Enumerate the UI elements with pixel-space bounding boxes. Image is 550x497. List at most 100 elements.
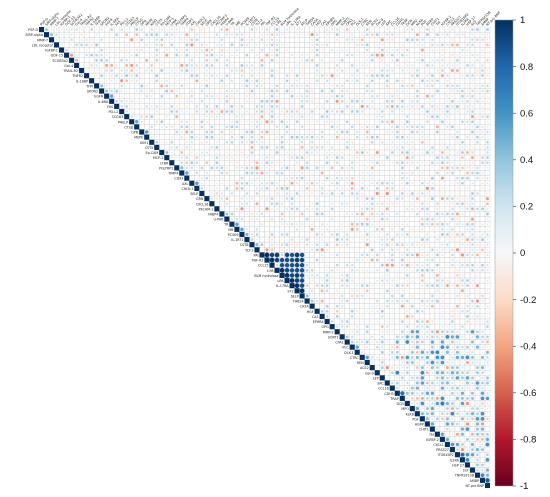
correlation-circle (326, 28, 329, 31)
grid-cell (359, 262, 365, 268)
grid-cell (389, 267, 395, 274)
correlation-circle (310, 33, 314, 37)
correlation-circle (401, 44, 404, 46)
correlation-circle (240, 74, 244, 77)
correlation-circle (291, 49, 293, 51)
grid-cell (209, 119, 215, 125)
correlation-circle (251, 44, 253, 46)
correlation-circle (200, 64, 203, 67)
grid-cell (359, 241, 365, 248)
correlation-circle (281, 54, 283, 56)
correlation-circle (95, 39, 98, 41)
correlation-circle (201, 39, 203, 41)
correlation-circle (141, 44, 143, 46)
correlation-circle (251, 54, 253, 56)
correlation-circle (195, 38, 199, 42)
correlation-circle (451, 59, 454, 62)
correlation-circle (315, 53, 319, 57)
correlation-circle (135, 79, 138, 82)
correlation-circle (135, 85, 138, 87)
correlation-circle (195, 64, 199, 67)
grid-cell (394, 170, 400, 176)
correlation-circle (446, 69, 448, 72)
correlation-circle (95, 64, 98, 67)
correlation-circle (131, 34, 133, 36)
correlation-circle (406, 48, 409, 52)
correlation-circle (281, 59, 284, 62)
correlation-circle (451, 49, 454, 51)
correlation-circle (420, 79, 424, 83)
correlation-circle (60, 33, 63, 36)
correlation-circle (481, 49, 484, 51)
grid-cell (269, 124, 275, 130)
correlation-circle (106, 34, 108, 36)
correlation-circle (385, 74, 389, 78)
correlation-circle (171, 64, 173, 67)
correlation-circle (266, 64, 268, 67)
correlation-circle (482, 59, 483, 61)
correlation-circle (81, 49, 83, 51)
correlation-circle (466, 74, 469, 77)
grid-cell (459, 190, 466, 197)
grid-cell (314, 288, 320, 294)
correlation-circle (95, 58, 98, 62)
correlation-circle (471, 64, 474, 67)
correlation-circle (376, 44, 379, 46)
correlation-circle (275, 33, 279, 36)
correlation-circle (336, 80, 338, 82)
correlation-circle (311, 69, 313, 72)
grid-cell (419, 257, 426, 263)
correlation-circle (256, 54, 258, 57)
correlation-circle (481, 69, 484, 72)
correlation-circle (191, 34, 193, 36)
correlation-circle (100, 64, 103, 67)
correlation-circle (461, 48, 464, 52)
correlation-circle (170, 84, 173, 87)
grid-cell (244, 175, 250, 181)
correlation-circle (391, 38, 394, 41)
correlation-circle (351, 54, 354, 57)
grid-cell (144, 98, 150, 105)
grid-cell (439, 364, 446, 371)
correlation-circle (205, 48, 209, 52)
correlation-circle (55, 38, 58, 41)
correlation-circle (356, 54, 359, 57)
correlation-circle (175, 59, 178, 62)
correlation-circle (256, 59, 258, 62)
correlation-circle (240, 84, 243, 87)
correlation-circle (125, 79, 129, 83)
correlation-circle (195, 49, 198, 52)
grid-cell (474, 200, 481, 207)
correlation-circle (210, 74, 214, 77)
correlation-circle (95, 33, 98, 36)
correlation-circle (425, 33, 429, 37)
correlation-circle (476, 49, 478, 51)
correlation-circle (70, 33, 73, 36)
grid-cell (244, 124, 250, 130)
grid-cell (284, 93, 290, 99)
grid-cell (294, 67, 300, 74)
grid-cell (369, 144, 375, 151)
correlation-circle (126, 39, 128, 41)
correlation-circle (436, 49, 439, 51)
grid-cell (394, 67, 400, 74)
correlation-circle (461, 39, 464, 41)
correlation-circle (220, 28, 224, 31)
correlation-circle (316, 28, 318, 31)
correlation-circle (211, 44, 213, 46)
correlation-circle (110, 74, 113, 77)
correlation-circle (431, 38, 434, 41)
correlation-circle (260, 48, 264, 52)
correlation-circle (166, 44, 168, 46)
correlation-circle (336, 38, 339, 41)
correlation-circle (466, 38, 469, 41)
correlation-circle (130, 54, 133, 57)
grid-cell (464, 113, 471, 120)
grid-cell (319, 124, 325, 130)
correlation-circle (401, 64, 403, 67)
correlation-circle (130, 69, 134, 72)
correlation-circle (120, 84, 123, 88)
correlation-circle (411, 59, 413, 61)
correlation-circle (301, 39, 303, 41)
correlation-circle (326, 38, 329, 41)
